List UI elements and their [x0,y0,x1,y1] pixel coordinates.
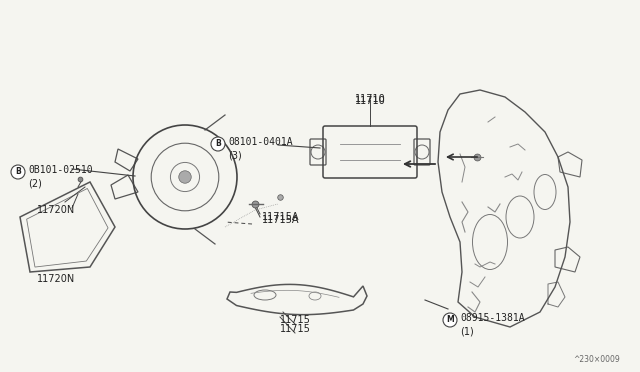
Circle shape [11,165,25,179]
Text: B: B [15,167,21,176]
Circle shape [179,171,191,183]
Text: 08915-1381A: 08915-1381A [460,313,525,323]
Circle shape [443,313,457,327]
Text: 11710: 11710 [355,96,385,106]
Text: 11710: 11710 [355,94,385,104]
Text: M: M [446,315,454,324]
Text: B: B [215,140,221,148]
Text: 11720N: 11720N [37,205,76,215]
Text: 11715A: 11715A [262,215,300,225]
Text: 11715: 11715 [280,324,310,334]
Text: 11715A: 11715A [262,212,300,222]
Text: ^230×0009: ^230×0009 [573,355,620,364]
Text: (3): (3) [228,151,242,161]
Text: 0B101-02510: 0B101-02510 [28,165,93,175]
Text: 08101-0401A: 08101-0401A [228,137,292,147]
Text: 11720N: 11720N [37,274,76,284]
Text: (1): (1) [460,327,474,337]
Circle shape [211,137,225,151]
Text: 11715: 11715 [280,315,310,325]
Text: (2): (2) [28,179,42,189]
